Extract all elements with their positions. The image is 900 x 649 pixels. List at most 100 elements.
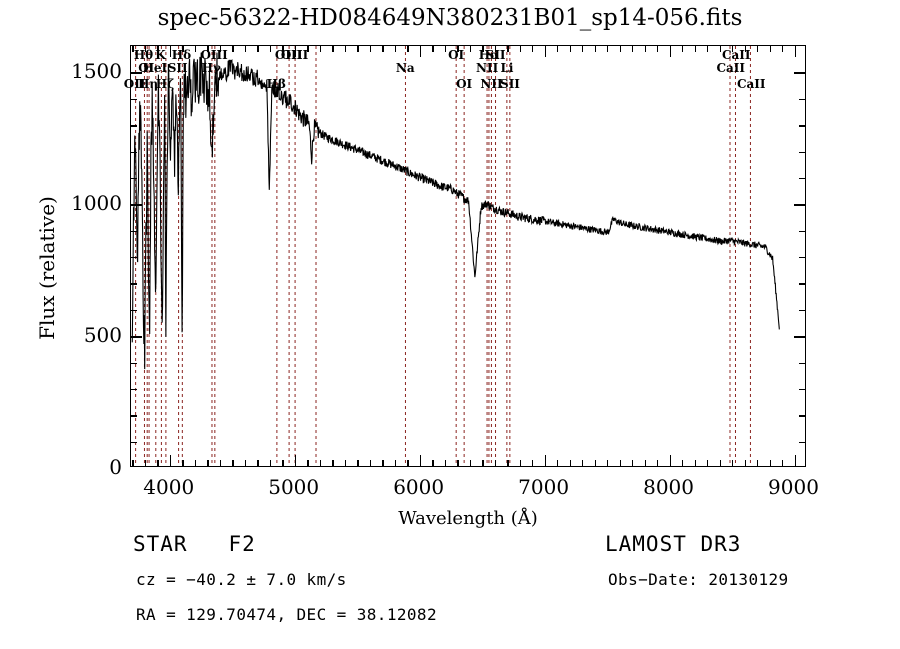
x-tick xyxy=(194,460,197,466)
y-tick xyxy=(131,283,137,285)
x-tick xyxy=(544,455,546,466)
x-tick-label: 5000 xyxy=(268,475,320,499)
y-tick-right xyxy=(799,125,805,127)
line-label-oiii: OIII xyxy=(280,48,309,62)
x-tick-top xyxy=(269,46,272,52)
x-tick xyxy=(782,460,784,466)
x-tick-top xyxy=(169,46,172,57)
x-tick xyxy=(432,460,434,466)
line-label-h: Hγ xyxy=(201,61,221,75)
y-tick xyxy=(131,151,137,153)
y-tick-label: 1500 xyxy=(71,59,122,84)
y-tick xyxy=(131,230,137,233)
y-tick-label: 0 xyxy=(109,455,122,479)
x-tick xyxy=(244,460,247,466)
x-tick xyxy=(682,460,684,466)
x-tick-top xyxy=(507,46,509,52)
x-tick xyxy=(394,460,397,466)
y-tick xyxy=(131,177,137,180)
x-tick xyxy=(157,460,159,466)
x-tick xyxy=(382,460,384,466)
line-label-sii: SII xyxy=(485,48,506,62)
x-tick xyxy=(257,460,259,466)
x-axis-label: Wavelength (Å) xyxy=(398,508,538,529)
x-tick xyxy=(232,460,234,466)
x-tick xyxy=(444,460,447,466)
x-tick xyxy=(657,460,659,466)
x-tick xyxy=(332,460,334,466)
x-tick-top xyxy=(157,46,159,52)
y-tick xyxy=(131,388,137,391)
y-tick xyxy=(131,204,142,206)
line-label-hei: HeI xyxy=(142,61,168,75)
x-tick-top xyxy=(294,46,297,57)
x-tick-top xyxy=(457,46,459,52)
x-tick-top xyxy=(707,46,709,52)
x-tick-top xyxy=(682,46,684,52)
x-tick xyxy=(794,455,796,466)
x-tick-label: 9000 xyxy=(768,475,819,499)
x-tick xyxy=(494,460,496,466)
line-label-oi: OI xyxy=(138,61,155,75)
y-tick xyxy=(131,72,142,74)
x-tick-top xyxy=(219,46,222,52)
x-tick-top xyxy=(794,46,796,57)
y-tick xyxy=(131,98,137,101)
x-tick-top xyxy=(594,46,596,52)
x-tick-label: 8000 xyxy=(643,475,694,499)
line-label-caii: CaII xyxy=(716,61,746,75)
x-tick xyxy=(632,460,634,466)
line-label-sii: SII xyxy=(167,61,188,75)
x-tick-top xyxy=(644,46,646,52)
line-label-nii: NII xyxy=(476,61,499,75)
x-tick-top xyxy=(632,46,634,52)
y-tick xyxy=(131,441,137,444)
line-label-h: Hθ xyxy=(133,48,154,62)
line-label-caii: CaII xyxy=(736,77,766,91)
x-tick-top xyxy=(607,46,609,52)
x-tick xyxy=(219,460,222,466)
y-tick-right xyxy=(799,98,805,101)
x-tick-top xyxy=(719,46,721,52)
x-tick-top xyxy=(194,46,197,52)
x-tick xyxy=(519,460,521,466)
x-tick-top xyxy=(419,46,422,57)
x-tick-top xyxy=(244,46,247,52)
y-tick xyxy=(131,309,137,312)
x-tick-top xyxy=(369,46,372,52)
x-tick xyxy=(619,460,621,466)
y-tick-right xyxy=(799,230,805,233)
y-tick xyxy=(131,362,137,364)
y-tick xyxy=(131,125,137,127)
x-tick-top xyxy=(282,46,284,52)
x-tick xyxy=(369,460,372,466)
x-tick-top xyxy=(532,46,534,52)
x-tick xyxy=(132,460,134,466)
x-tick xyxy=(644,460,646,466)
x-tick-top xyxy=(257,46,259,52)
x-tick xyxy=(357,460,359,466)
radial-velocity: cz = −40.2 ± 7.0 km/s xyxy=(136,570,347,589)
line-label-h: Hδ xyxy=(171,48,192,62)
x-tick xyxy=(407,460,409,466)
x-tick-top xyxy=(557,46,559,52)
y-tick-right xyxy=(799,309,805,312)
x-tick-top xyxy=(757,46,759,52)
line-label-na: Na xyxy=(395,61,415,75)
line-label-h: Hζ xyxy=(155,77,175,91)
x-tick-top xyxy=(407,46,409,52)
plot-inner xyxy=(131,46,805,466)
x-tick-top xyxy=(519,46,521,52)
x-tick-top xyxy=(182,46,184,52)
page-title: spec-56322-HD084649N380231B01_sp14-056.f… xyxy=(157,5,743,31)
x-tick xyxy=(507,460,509,466)
x-tick-top xyxy=(744,46,746,52)
x-tick-top xyxy=(144,46,147,52)
x-tick xyxy=(557,460,559,466)
x-tick xyxy=(282,460,284,466)
line-label-oiii: OIII xyxy=(200,48,228,62)
x-tick xyxy=(607,460,609,466)
x-tick-top xyxy=(657,46,659,52)
x-tick xyxy=(182,460,184,466)
x-tick xyxy=(344,460,347,466)
